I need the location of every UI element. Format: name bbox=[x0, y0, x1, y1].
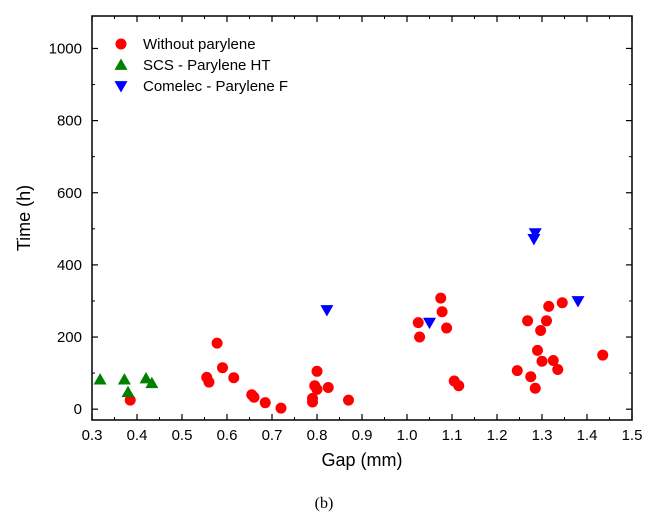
legend-marker-0 bbox=[115, 38, 127, 50]
x-tick-label: 0.6 bbox=[217, 427, 238, 444]
x-tick-label: 1.5 bbox=[622, 427, 643, 444]
data-point-series-0 bbox=[275, 402, 287, 414]
data-point-series-0 bbox=[597, 349, 609, 361]
data-point-series-0 bbox=[124, 394, 136, 406]
legend-label-2: Comelec - Parylene F bbox=[143, 78, 288, 95]
y-tick-label: 600 bbox=[57, 185, 82, 202]
data-point-series-0 bbox=[529, 382, 541, 394]
legend-marker-2 bbox=[114, 81, 128, 93]
data-point-series-0 bbox=[535, 325, 547, 337]
data-point-series-2 bbox=[571, 296, 585, 308]
x-tick-label: 1.1 bbox=[442, 427, 463, 444]
y-tick-label: 1000 bbox=[49, 40, 82, 57]
data-point-series-0 bbox=[322, 382, 334, 394]
data-point-series-1 bbox=[139, 372, 153, 384]
data-point-series-0 bbox=[541, 315, 552, 327]
data-point-series-0 bbox=[436, 306, 448, 318]
x-tick-label: 0.7 bbox=[262, 427, 283, 444]
x-tick-label: 0.8 bbox=[307, 427, 328, 444]
data-point-series-0 bbox=[511, 365, 523, 377]
x-tick-label: 0.4 bbox=[127, 427, 148, 444]
data-point-series-0 bbox=[536, 355, 548, 367]
y-tick-label: 200 bbox=[57, 329, 82, 346]
x-tick-label: 0.5 bbox=[172, 427, 193, 444]
data-point-series-0 bbox=[435, 292, 447, 304]
x-tick-label: 0.9 bbox=[352, 427, 373, 444]
data-point-series-0 bbox=[547, 354, 559, 366]
data-point-series-1 bbox=[93, 373, 107, 385]
x-tick-label: 0.3 bbox=[82, 427, 103, 444]
data-point-series-2 bbox=[423, 317, 436, 330]
y-tick-label: 400 bbox=[57, 257, 82, 274]
data-point-series-2 bbox=[320, 305, 334, 317]
data-point-series-0 bbox=[525, 371, 537, 383]
legend-marker-1 bbox=[114, 58, 128, 70]
y-axis-title: Time (h) bbox=[14, 185, 34, 251]
x-tick-label: 1.0 bbox=[397, 427, 418, 444]
data-point-series-1 bbox=[121, 385, 135, 398]
data-point-series-0 bbox=[307, 392, 318, 404]
data-point-series-0 bbox=[522, 315, 534, 327]
data-point-series-2 bbox=[528, 228, 542, 240]
data-point-series-0 bbox=[552, 364, 564, 375]
legend-label-0: Without parylene bbox=[143, 36, 256, 53]
data-markers bbox=[93, 228, 609, 414]
data-point-series-0 bbox=[217, 362, 228, 374]
legend: Without parylene SCS - Parylene HT Comelec… bbox=[114, 36, 288, 95]
data-point-series-0 bbox=[453, 380, 465, 392]
data-point-series-0 bbox=[203, 376, 215, 388]
data-point-series-1 bbox=[117, 373, 131, 385]
data-point-series-0 bbox=[556, 297, 568, 309]
data-point-series-0 bbox=[228, 372, 240, 384]
y-tick-label: 0 bbox=[74, 401, 82, 418]
x-tick-label: 1.3 bbox=[532, 427, 553, 444]
data-point-series-0 bbox=[543, 300, 555, 312]
data-point-series-0 bbox=[311, 365, 323, 377]
y-tick-label: 800 bbox=[57, 113, 82, 130]
data-point-series-0 bbox=[412, 317, 424, 329]
figure-caption: (b) bbox=[315, 495, 334, 512]
y-axis-ticks: 0 200 400 600 800 1000 bbox=[49, 40, 632, 418]
data-point-series-0 bbox=[211, 337, 223, 349]
data-point-series-0 bbox=[343, 394, 354, 406]
x-axis-title: Gap (mm) bbox=[322, 450, 403, 470]
data-point-series-0 bbox=[259, 397, 271, 409]
data-point-series-0 bbox=[532, 344, 543, 356]
data-point-series-0 bbox=[248, 391, 260, 403]
x-tick-label: 1.2 bbox=[487, 427, 508, 444]
data-point-series-0 bbox=[441, 322, 453, 334]
legend-label-1: SCS - Parylene HT bbox=[143, 57, 271, 74]
x-tick-label: 1.4 bbox=[577, 427, 598, 444]
x-axis-ticks: 0.3 0.4 0.5 0.6 0.7 0.8 0.9 1.0 1.1 1.2 1.3 1.4 1.5 bbox=[82, 16, 643, 444]
data-point-series-2 bbox=[527, 234, 541, 246]
data-point-series-0 bbox=[414, 331, 426, 343]
data-point-series-1 bbox=[145, 376, 159, 389]
data-point-series-0 bbox=[311, 383, 323, 395]
